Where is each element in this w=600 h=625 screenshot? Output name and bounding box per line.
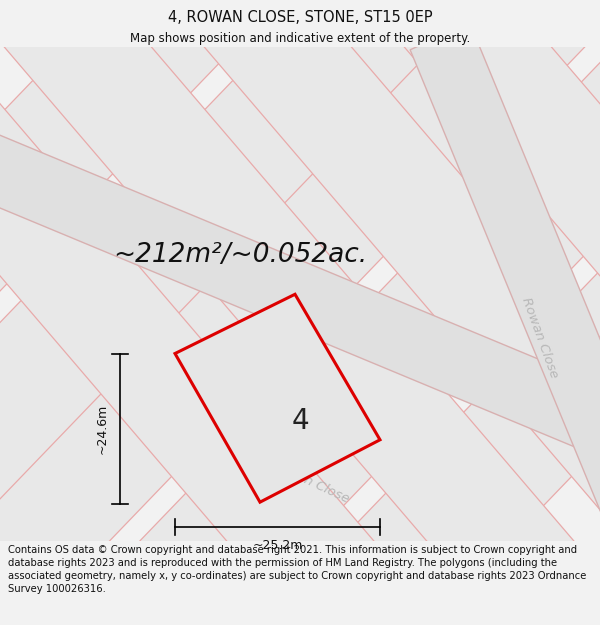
Polygon shape — [259, 0, 600, 625]
Text: Map shows position and indicative extent of the property.: Map shows position and indicative extent… — [130, 32, 470, 45]
Polygon shape — [59, 0, 600, 625]
Text: Rowan Close: Rowan Close — [520, 296, 560, 380]
Text: 4: 4 — [291, 407, 309, 435]
Polygon shape — [0, 0, 600, 455]
Polygon shape — [175, 294, 380, 502]
Text: ~24.6m: ~24.6m — [95, 404, 109, 454]
Text: 4, ROWAN CLOSE, STONE, ST15 0EP: 4, ROWAN CLOSE, STONE, ST15 0EP — [167, 10, 433, 25]
Polygon shape — [410, 23, 600, 559]
Polygon shape — [0, 119, 600, 473]
Text: ~25.2m: ~25.2m — [253, 539, 302, 552]
Text: Contains OS data © Crown copyright and database right 2021. This information is : Contains OS data © Crown copyright and d… — [8, 544, 586, 594]
Polygon shape — [0, 0, 541, 625]
Text: Rowan Close: Rowan Close — [269, 458, 351, 505]
Text: ~212m²/~0.052ac.: ~212m²/~0.052ac. — [113, 242, 367, 268]
Polygon shape — [0, 107, 600, 625]
